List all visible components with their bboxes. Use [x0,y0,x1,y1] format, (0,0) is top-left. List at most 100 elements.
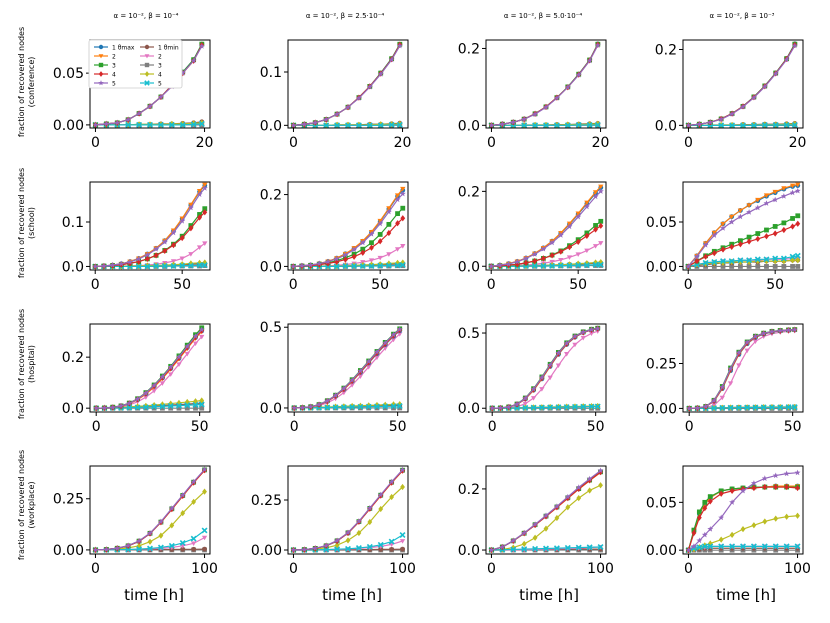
axes-frame [89,181,211,271]
data-point-min-4 [565,504,571,511]
plot-area [290,466,406,554]
data-point-min-5 [324,404,331,411]
data-point-max-5 [744,339,751,345]
data-point-min-2 [390,337,397,343]
data-point-max-5 [312,119,319,126]
data-point-min-5 [366,122,373,128]
data-point-min-3 [193,405,198,411]
data-point-min-2 [736,363,742,368]
data-point-min-5 [794,543,801,550]
data-point-min-5 [147,121,153,128]
series-line-max-2 [689,328,795,410]
legend-marker-max-2 [98,54,104,59]
subplot-r0-c2: 0 20 0.0 0.2 [458,39,609,151]
series-line-max-5 [95,469,205,551]
data-point-min-5 [382,403,389,410]
data-point-min-2 [547,375,553,381]
series-line-max-4 [96,330,203,409]
x-tick-label: 0 [487,561,496,577]
data-point-min-2 [176,362,182,367]
legend-marker-max-3 [98,62,104,68]
data-point-max-5 [594,42,601,48]
data-point-max-3 [702,499,708,505]
data-point-max-5 [301,546,308,553]
data-point-max-5 [566,223,573,230]
data-point-max-5 [791,326,798,333]
data-point-max-5 [727,365,734,372]
data-point-min-5 [125,121,132,128]
legend-marker-min-3 [144,62,150,68]
data-point-max-4 [400,215,406,222]
subplot-grid: 0 200.000.050 200.00.10 200.00.20 200.00.20 5… [53,39,811,577]
data-point-min-5 [342,263,349,270]
x-tick-label: 0 [685,419,694,435]
data-point-min-3 [746,264,752,269]
data-point-min-2 [558,257,564,263]
data-point-max-4 [584,232,590,240]
data-point-min-5 [564,122,571,128]
data-point-min-5 [696,544,703,551]
plot-area [685,41,798,128]
data-point-min-5 [791,122,798,128]
data-point-min-5 [349,404,356,410]
data-point-max-5 [201,466,208,472]
data-point-max-5 [694,404,701,411]
data-point-max-5 [323,116,330,122]
series-line-max-3 [689,328,795,410]
data-point-min-2 [397,332,403,337]
data-point-min-2 [522,401,528,407]
data-point-min-5 [761,543,768,550]
data-point-max-5 [729,110,736,117]
row-labels: fraction of recovered nodes (conference)… [17,27,36,560]
data-point-min-5 [563,404,570,411]
data-point-min-5 [345,122,351,128]
data-point-min-3 [781,264,787,269]
data-point-min-5 [719,404,726,411]
data-point-max-5 [499,121,506,127]
data-point-min-5 [531,262,538,269]
data-point-max-4 [523,259,529,267]
data-point-min-5 [690,545,697,552]
series-line-max-1 [95,469,205,551]
x-tick-label: 50 [389,419,407,435]
series-line-max-4 [95,469,205,551]
data-point-max-3 [795,213,801,219]
data-point-min-5 [359,263,366,270]
data-point-min-5 [575,121,582,128]
data-point-max-5 [780,193,787,199]
data-point-max-5 [114,545,121,551]
data-point-min-5 [159,403,166,410]
data-point-max-5 [325,258,331,265]
y-tick-label: 0.0 [458,118,480,134]
data-point-max-4 [598,222,604,229]
data-point-min-5 [190,535,197,542]
x-tick-label: 0 [289,561,298,577]
y-tick-label: 0.5 [260,320,282,336]
data-point-min-2 [201,535,208,541]
data-point-min-5 [521,546,528,553]
data-point-min-2 [719,395,725,401]
data-point-min-5 [399,262,406,268]
data-point-max-5 [359,239,366,246]
data-point-min-5 [510,546,517,553]
data-point-min-2 [168,372,174,377]
data-point-max-4 [593,226,598,233]
data-point-max-5 [342,251,349,258]
y-tick-label: 0.05 [646,495,677,511]
y-tick-label: 0.2 [260,188,282,204]
series-line-max-3 [96,327,203,409]
legend-label: 1 θmin [158,45,179,52]
row-ylabel-context: (workplace) [27,481,36,528]
axes-frame [485,39,607,129]
legend-marker-max-4 [98,71,104,77]
data-point-min-5 [580,403,587,410]
data-point-max-2 [772,189,778,195]
series-line-max-2 [492,327,598,409]
y-tick-label: 0.0 [260,118,282,134]
data-point-min-4 [595,120,601,127]
data-point-min-4 [521,540,527,548]
data-point-min-5 [728,258,735,265]
axes-frame [682,181,804,271]
data-point-min-2 [386,252,392,257]
data-point-max-5 [114,119,121,126]
